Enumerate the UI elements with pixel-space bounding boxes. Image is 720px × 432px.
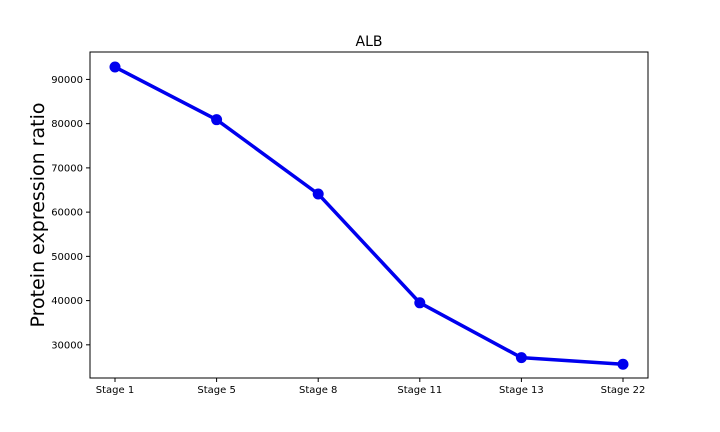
chart-title: ALB <box>356 34 383 50</box>
data-point <box>109 61 121 73</box>
y-tick-label: 30000 <box>51 340 83 351</box>
x-tick-label: Stage 8 <box>299 385 337 396</box>
data-point <box>312 188 324 200</box>
x-tick-label: Stage 13 <box>499 385 544 396</box>
y-tick-label: 80000 <box>51 119 83 130</box>
y-tick-label: 70000 <box>51 163 83 174</box>
y-tick-label: 60000 <box>51 208 83 219</box>
x-tick-label: Stage 1 <box>96 385 134 396</box>
data-point <box>617 358 629 370</box>
y-tick-label: 50000 <box>51 252 83 263</box>
y-tick-label: 90000 <box>51 75 83 86</box>
data-point <box>414 297 426 309</box>
data-point <box>211 114 223 126</box>
y-axis-label: Protein expression ratio <box>27 103 49 328</box>
x-axis: Stage 1 Stage 5 Stage 8 Stage 11 Stage 13 Sta… <box>96 378 646 396</box>
x-tick-label: Stage 5 <box>197 385 235 396</box>
x-tick-label: Stage 11 <box>397 385 442 396</box>
x-tick-label: Stage 22 <box>601 385 646 396</box>
plot-area-frame <box>89 51 649 379</box>
y-tick-label: 40000 <box>51 296 83 307</box>
y-axis: 30000 40000 50000 60000 70000 80000 90000 <box>51 75 90 351</box>
series-line <box>114 65 624 367</box>
data-point <box>515 352 527 364</box>
series-layer <box>109 61 629 370</box>
